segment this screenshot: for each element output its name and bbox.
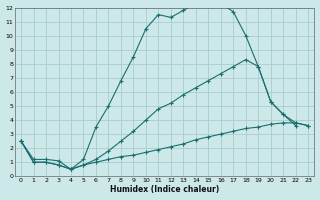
X-axis label: Humidex (Indice chaleur): Humidex (Indice chaleur) [110, 185, 219, 194]
